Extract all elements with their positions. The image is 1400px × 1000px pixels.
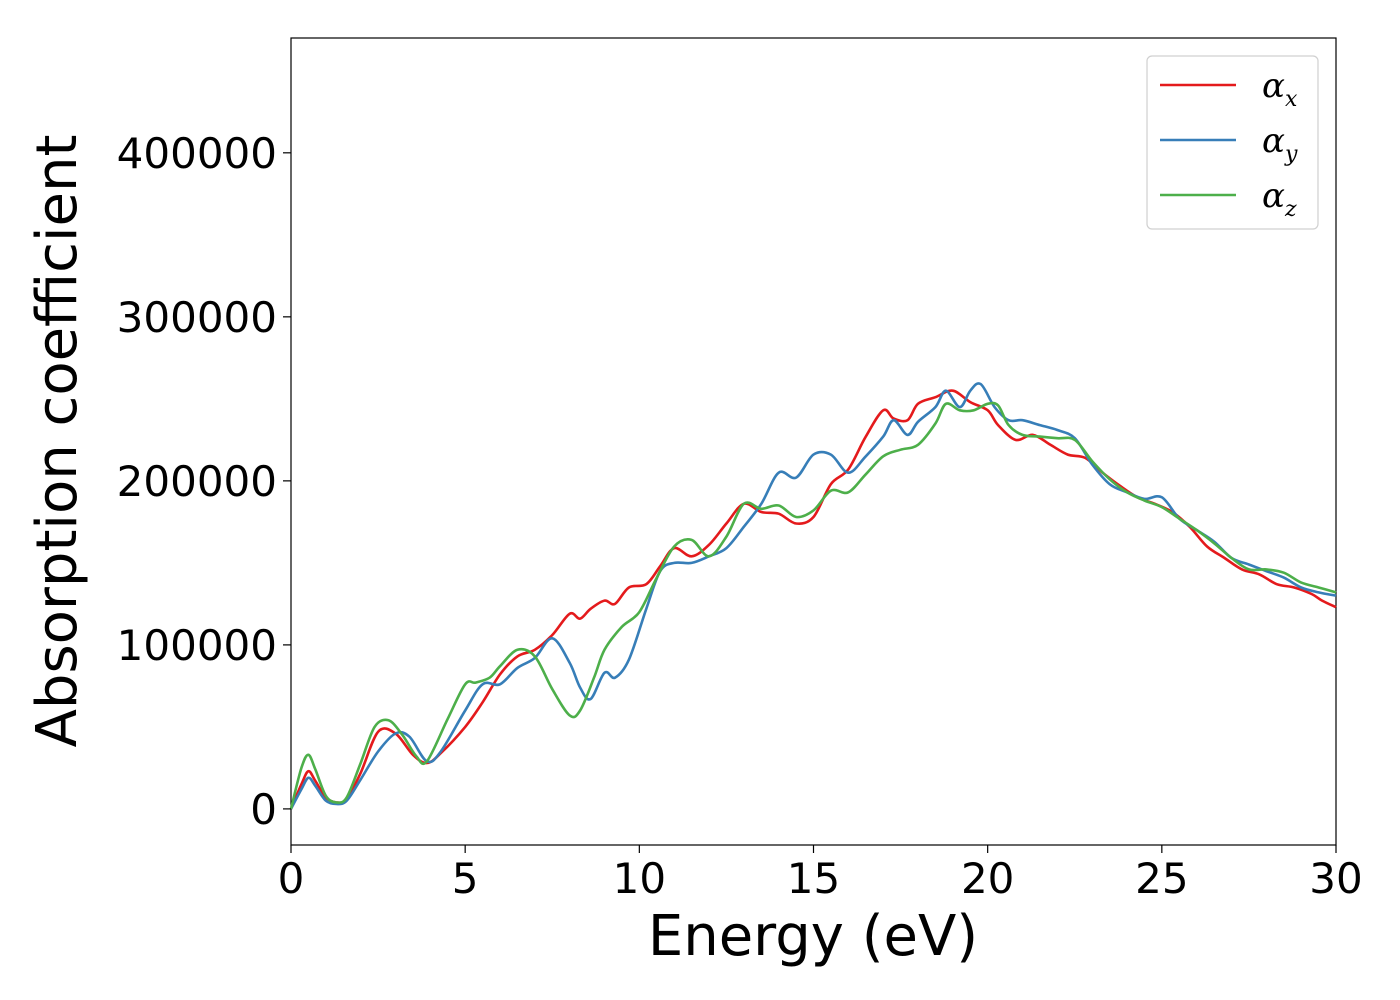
y-tick-label: 400000	[117, 129, 277, 178]
y-tick-label: 300000	[117, 293, 277, 342]
x-tick-label: 25	[1135, 854, 1188, 903]
x-tick-label: 15	[787, 854, 840, 903]
x-tick-label: 10	[613, 854, 666, 903]
series-line-alpha-z	[289, 401, 1337, 810]
x-tick-label: 30	[1309, 854, 1362, 903]
x-tick-label: 0	[278, 854, 305, 903]
y-tick-label: 0	[250, 785, 277, 834]
x-axis-title: Energy (eV)	[648, 904, 978, 969]
series-layer	[289, 382, 1337, 810]
y-tick-label: 200000	[117, 457, 277, 506]
legend-frame	[1146, 55, 1319, 230]
legend-label-alpha-z: αz	[1262, 176, 1297, 222]
y-axis-title: Absorption coefficient	[25, 135, 90, 748]
x-axis-ticks: 0 5 10 15 20 25 30	[278, 845, 1363, 903]
x-tick-label: 20	[961, 854, 1014, 903]
x-tick-label: 5	[452, 854, 479, 903]
y-axis-ticks: 0 100000 200000 300000 400000	[117, 129, 291, 834]
y-tick-label: 100000	[117, 621, 277, 670]
